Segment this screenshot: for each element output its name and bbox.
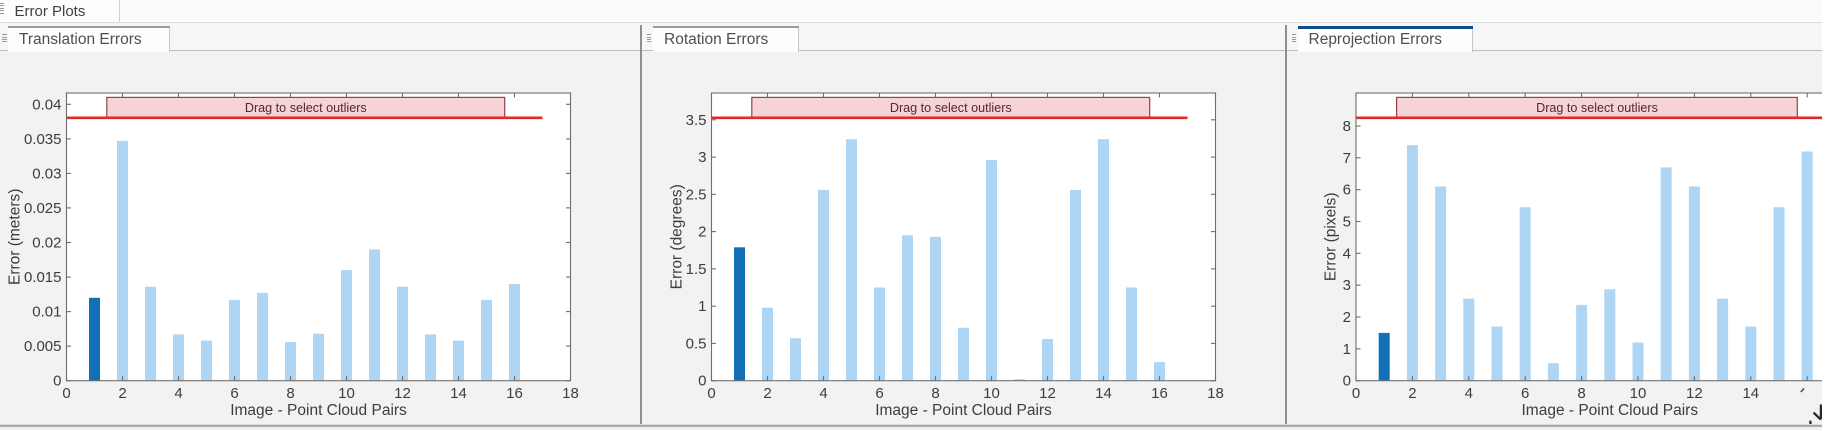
svg-text:14: 14 bbox=[450, 385, 467, 402]
svg-text:12: 12 bbox=[1686, 385, 1703, 402]
svg-text:4: 4 bbox=[1465, 385, 1473, 402]
svg-text:5: 5 bbox=[1343, 214, 1351, 231]
svg-text:8: 8 bbox=[1577, 385, 1585, 402]
svg-text:6: 6 bbox=[1343, 182, 1351, 199]
svg-text:0: 0 bbox=[1352, 385, 1360, 402]
svg-text:3: 3 bbox=[698, 149, 706, 166]
svg-text:Image - Point Cloud Pairs: Image - Point Cloud Pairs bbox=[230, 402, 407, 419]
svg-text:4: 4 bbox=[1343, 245, 1351, 262]
svg-text:0.035: 0.035 bbox=[24, 131, 62, 148]
svg-text:10: 10 bbox=[1630, 385, 1647, 402]
svg-text:2: 2 bbox=[763, 385, 771, 402]
svg-text:0: 0 bbox=[707, 385, 715, 402]
svg-text:18: 18 bbox=[1207, 385, 1224, 402]
svg-text:18: 18 bbox=[562, 385, 579, 402]
svg-text:0: 0 bbox=[1343, 373, 1351, 390]
svg-text:0.5: 0.5 bbox=[686, 335, 707, 352]
svg-text:4: 4 bbox=[819, 385, 827, 402]
svg-text:0: 0 bbox=[698, 373, 706, 390]
svg-text:3: 3 bbox=[1343, 277, 1351, 294]
svg-text:16: 16 bbox=[506, 385, 523, 402]
svg-text:16: 16 bbox=[1151, 385, 1168, 402]
svg-text:6: 6 bbox=[1521, 385, 1529, 402]
svg-text:10: 10 bbox=[338, 385, 355, 402]
svg-text:Image - Point Cloud Pairs: Image - Point Cloud Pairs bbox=[1521, 402, 1698, 419]
svg-text:0: 0 bbox=[62, 385, 70, 402]
svg-text:14: 14 bbox=[1742, 385, 1759, 402]
svg-text:10: 10 bbox=[983, 385, 1000, 402]
svg-text:Error (degrees): Error (degrees) bbox=[669, 184, 686, 289]
svg-text:2.5: 2.5 bbox=[686, 186, 707, 203]
svg-text:Drag to select outliers: Drag to select outliers bbox=[890, 101, 1012, 115]
svg-text:0.04: 0.04 bbox=[32, 96, 61, 113]
svg-text:0: 0 bbox=[53, 373, 61, 390]
svg-text:0.005: 0.005 bbox=[24, 338, 62, 355]
svg-text:2: 2 bbox=[1343, 309, 1351, 326]
svg-text:0.03: 0.03 bbox=[32, 165, 61, 182]
svg-text:1: 1 bbox=[698, 298, 706, 315]
svg-text:7: 7 bbox=[1343, 150, 1351, 167]
svg-text:4: 4 bbox=[174, 385, 182, 402]
svg-text:8: 8 bbox=[931, 385, 939, 402]
svg-text:12: 12 bbox=[1039, 385, 1056, 402]
svg-text:2: 2 bbox=[1408, 385, 1416, 402]
svg-text:1: 1 bbox=[1343, 341, 1351, 358]
svg-text:6: 6 bbox=[875, 385, 883, 402]
svg-text:0.025: 0.025 bbox=[24, 200, 62, 217]
svg-text:Error (pixels): Error (pixels) bbox=[1323, 192, 1340, 281]
svg-text:0.01: 0.01 bbox=[32, 304, 61, 321]
svg-text:14: 14 bbox=[1095, 385, 1112, 402]
svg-text:0.015: 0.015 bbox=[24, 269, 62, 286]
svg-text:Error (meters): Error (meters) bbox=[7, 189, 24, 285]
svg-text:Drag to select outliers: Drag to select outliers bbox=[245, 101, 367, 115]
svg-text:8: 8 bbox=[286, 385, 294, 402]
svg-text:2: 2 bbox=[118, 385, 126, 402]
svg-text:Drag to select outliers: Drag to select outliers bbox=[1536, 101, 1658, 115]
svg-text:12: 12 bbox=[394, 385, 411, 402]
svg-text:0.02: 0.02 bbox=[32, 235, 61, 252]
svg-text:1.5: 1.5 bbox=[686, 261, 707, 278]
svg-text:8: 8 bbox=[1343, 118, 1351, 135]
svg-text:3.5: 3.5 bbox=[686, 112, 707, 129]
svg-text:6: 6 bbox=[230, 385, 238, 402]
svg-text:2: 2 bbox=[698, 224, 706, 241]
svg-text:Image - Point Cloud Pairs: Image - Point Cloud Pairs bbox=[875, 402, 1052, 419]
